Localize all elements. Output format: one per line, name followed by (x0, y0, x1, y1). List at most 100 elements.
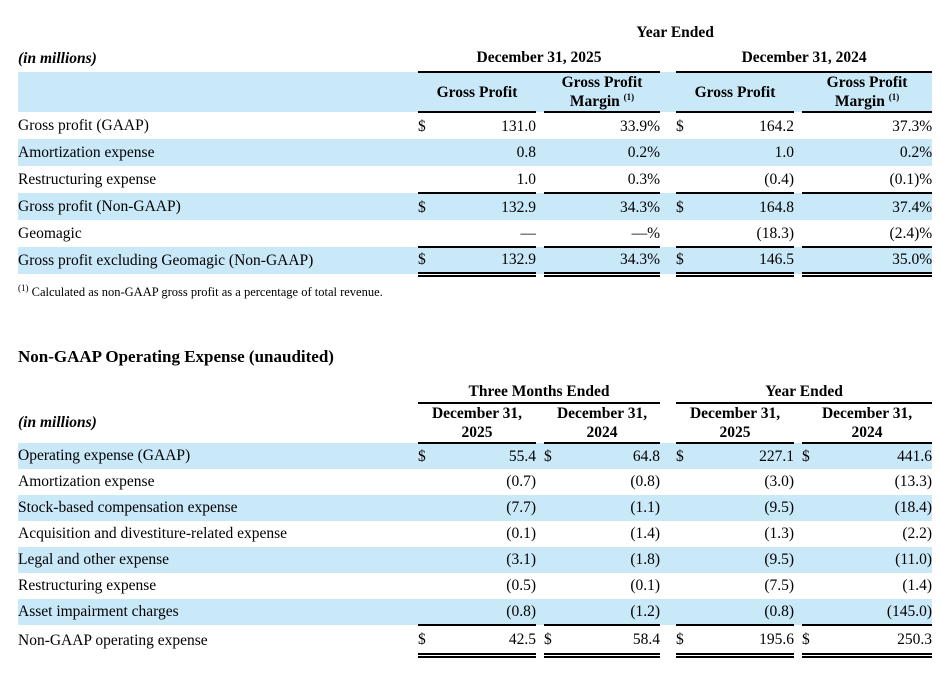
spacer-cell (660, 139, 676, 166)
dollar-sign (418, 494, 440, 521)
row-label: Geomagic (18, 225, 82, 242)
span-header-year-ended: Year Ended (636, 23, 714, 41)
row-label: Asset impairment charges (18, 598, 418, 625)
cell-value: (1.4) (902, 577, 933, 595)
spacer-cell (536, 72, 544, 112)
spacer-cell (660, 382, 676, 403)
footnote: (1) Calculated as non-GAAP gross profit … (18, 281, 932, 300)
spacer-cell (536, 442, 544, 469)
cell-value: 1.0 (698, 139, 794, 166)
cell-value: 250.3 (824, 624, 933, 659)
spacer-cell (794, 546, 803, 573)
dollar-sign: $ (418, 193, 440, 220)
dollar-sign (802, 598, 825, 626)
spacer-cell (660, 247, 676, 274)
dollar-sign (676, 573, 698, 599)
spacer-cell (660, 469, 676, 495)
table-row: Amortization expense 0.8 0.2% 1.0 0.2% (18, 139, 933, 166)
cell-value: (1.4) (630, 525, 661, 543)
spacer-cell (660, 494, 677, 521)
spacer-cell (536, 403, 544, 443)
table-row: Restructuring expense (0.5) (0.1) (7.5) … (18, 573, 932, 599)
spacer-cell (794, 469, 802, 495)
cell-value: 164.8 (698, 193, 794, 220)
dollar-sign (676, 166, 698, 194)
dollar-sign (802, 247, 824, 277)
spacer-cell (660, 193, 676, 220)
cell-value: (1.3) (764, 525, 795, 543)
dollar-sign: $ (676, 247, 698, 277)
table-row: Legal and other expense (3.1) (1.8) (9.5… (18, 546, 933, 573)
spacer-cell (794, 625, 802, 656)
dollar-sign (418, 166, 440, 194)
dollar-sign: $ (418, 247, 440, 277)
spacer-cell (660, 403, 676, 443)
spacer-cell (794, 112, 802, 139)
dollar-sign (544, 193, 566, 220)
cell-value: — (440, 220, 536, 248)
table-row: Acquisition and divestiture-related expe… (18, 521, 932, 547)
column-header-gross-profit-margin: Gross Profit Margin (1) (544, 72, 660, 113)
spacer-cell (536, 546, 544, 573)
dollar-sign (544, 494, 566, 521)
dollar-sign: $ (676, 624, 699, 659)
cell-value: (13.3) (894, 473, 933, 491)
dollar-sign: $ (418, 117, 426, 135)
spacer-cell (660, 546, 677, 573)
spacer-cell (794, 72, 802, 112)
cell-value: 227.1 (698, 442, 795, 469)
dollar-sign (802, 573, 824, 599)
dollar-sign (418, 598, 440, 626)
dollar-sign (802, 546, 825, 573)
cell-value: 1.0 (440, 166, 536, 194)
spacer-cell (660, 625, 676, 656)
column-header-gross-profit: Gross Profit (418, 72, 536, 113)
table-row: Gross profit (GAAP) $ 131.0 33.9% $ 164.… (18, 112, 932, 139)
section-heading: Non-GAAP Operating Expense (unaudited) (18, 346, 334, 366)
cell-value: (7.5) (764, 577, 795, 595)
cell-value: (145.0) (824, 598, 933, 626)
spacer-cell (660, 166, 676, 193)
row-label: Gross profit (GAAP) (18, 117, 149, 134)
dollar-sign (544, 469, 566, 495)
spacer-cell (536, 166, 544, 193)
spacer-cell (536, 469, 544, 495)
dollar-sign (676, 220, 698, 248)
dollar-sign (676, 546, 699, 573)
spacer-cell (536, 247, 544, 274)
table-row: Three Months Ended Year Ended (18, 381, 933, 404)
spacer-cell (794, 220, 802, 247)
spacer-cell (18, 72, 418, 112)
table-row: (in millions) December 31, 2025 December… (18, 402, 933, 444)
dollar-sign: $ (676, 193, 698, 220)
cell-value: 0.2% (824, 139, 933, 166)
row-label: Gross profit (Non-GAAP) (18, 193, 418, 220)
dollar-sign (544, 546, 566, 573)
dollar-sign (544, 247, 566, 277)
spacer-cell (794, 403, 802, 443)
period-header: December 31, 2025 (676, 402, 795, 444)
table-row: Year Ended (18, 20, 932, 44)
dollar-sign (802, 220, 824, 248)
cell-value: (0.8) (698, 598, 795, 626)
spacer-cell (794, 521, 802, 547)
table-row: Gross profit excluding Geomagic (Non-GAA… (18, 247, 933, 277)
dollar-sign (418, 469, 440, 495)
cell-value: 58.4 (566, 624, 661, 659)
period-header: December 31, 2024 (802, 402, 933, 444)
spacer-cell (660, 573, 676, 599)
cell-value: (1.8) (566, 546, 661, 573)
spacer-cell (794, 573, 802, 599)
cell-value: (9.5) (698, 494, 795, 521)
dollar-sign (418, 521, 440, 547)
spacer-cell (18, 382, 418, 403)
dollar-sign (544, 573, 566, 599)
period-header-2024: December 31, 2024 (676, 44, 933, 73)
cell-value: 35.0% (824, 247, 933, 277)
cell-value: (7.7) (440, 494, 536, 521)
spacer-cell (794, 494, 803, 521)
cell-value: 64.8 (566, 442, 661, 469)
cell-value: 195.6 (698, 624, 795, 659)
dollar-sign (418, 573, 440, 599)
